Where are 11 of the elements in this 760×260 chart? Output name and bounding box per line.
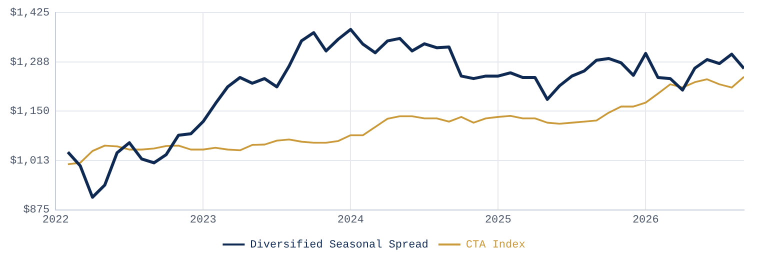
- legend-label: Diversified Seasonal Spread: [250, 239, 428, 252]
- y-tick-label: $1,425: [10, 8, 50, 20]
- x-tick-label: 2024: [337, 214, 364, 226]
- x-tick-label: 2025: [484, 214, 512, 226]
- y-tick-label: $1,288: [10, 56, 50, 69]
- y-tick-label: $1,150: [10, 106, 50, 118]
- x-tick-label: 2022: [42, 214, 69, 226]
- x-tick-label: 2023: [190, 214, 216, 226]
- y-tick-label: $1,013: [10, 155, 50, 168]
- x-tick-label: 2026: [632, 214, 659, 226]
- legend-label: CTA Index: [466, 239, 526, 252]
